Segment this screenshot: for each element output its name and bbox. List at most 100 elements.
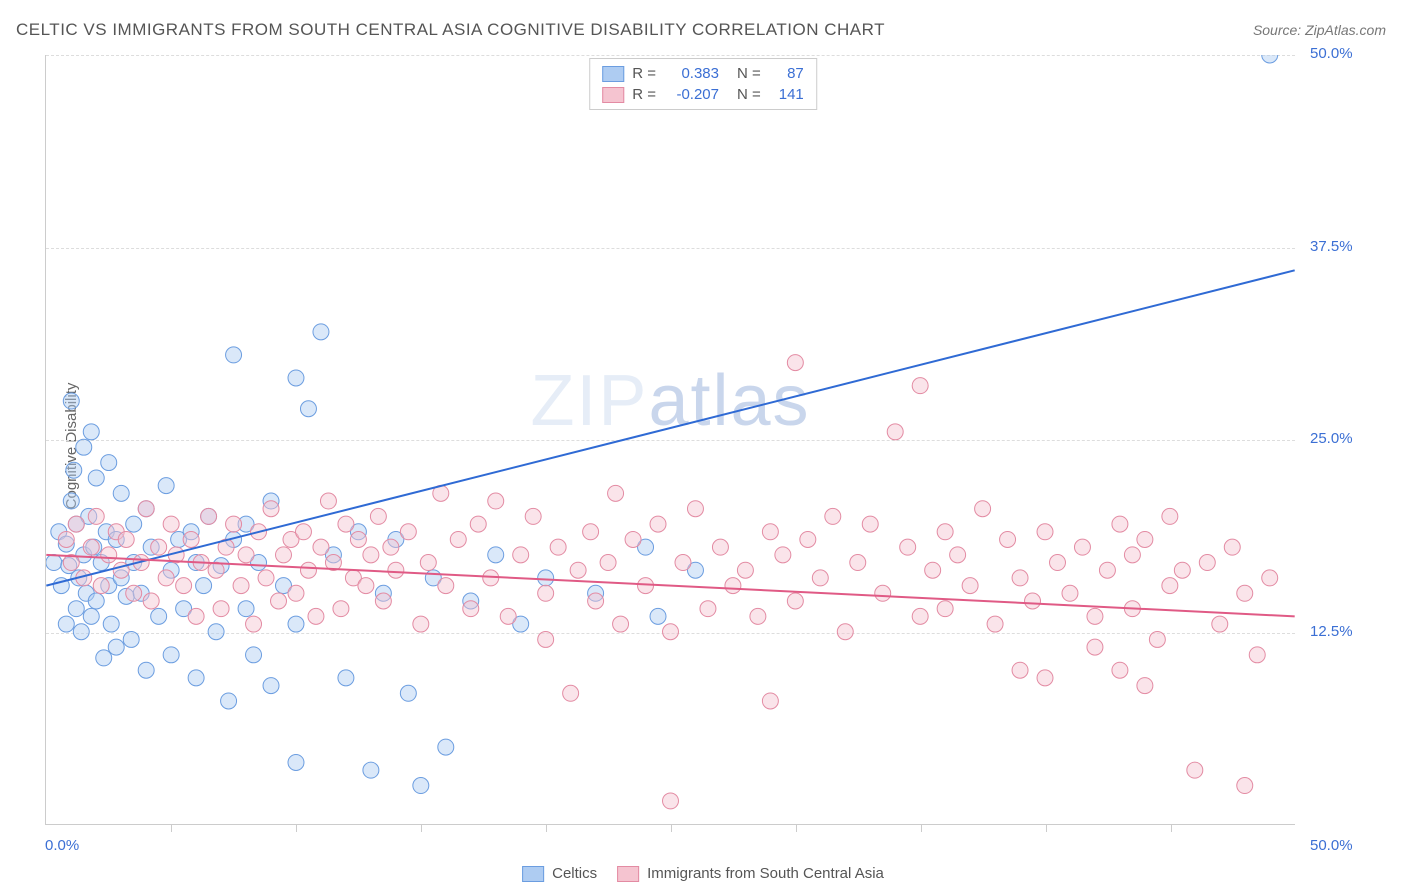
legend-n-value: 141 [769, 86, 804, 103]
data-point [937, 601, 953, 617]
data-point [875, 585, 891, 601]
xtick-mark [796, 824, 797, 832]
data-point [1262, 570, 1278, 586]
data-point [126, 516, 142, 532]
data-point [900, 539, 916, 555]
source-label: Source: ZipAtlas.com [1253, 22, 1386, 38]
xtick-mark [671, 824, 672, 832]
data-point [737, 562, 753, 578]
scatter-plot-svg [46, 55, 1295, 824]
data-point [438, 578, 454, 594]
data-point [1012, 662, 1028, 678]
legend-row: R = 0.383 N = 87 [602, 63, 804, 84]
data-point [126, 585, 142, 601]
data-point [363, 547, 379, 563]
chart-plot-area: ZIPatlas [45, 55, 1295, 825]
data-point [550, 539, 566, 555]
data-point [288, 754, 304, 770]
legend-n-value: 87 [769, 65, 804, 82]
data-point [912, 378, 928, 394]
data-point [675, 555, 691, 571]
data-point [383, 539, 399, 555]
data-point [1124, 547, 1140, 563]
data-point [1112, 516, 1128, 532]
data-point [246, 616, 262, 632]
data-point [183, 531, 199, 547]
data-point [987, 616, 1003, 632]
xtick-mark [296, 824, 297, 832]
data-point [300, 401, 316, 417]
data-point [608, 485, 624, 501]
data-point [313, 539, 329, 555]
data-point [1037, 670, 1053, 686]
legend-r-value: -0.207 [664, 86, 719, 103]
series-legend: Celtics Immigrants from South Central As… [522, 865, 884, 882]
data-point [123, 631, 139, 647]
data-point [73, 624, 89, 640]
data-point [1237, 778, 1253, 794]
data-point [775, 547, 791, 563]
data-point [288, 370, 304, 386]
data-point [1137, 678, 1153, 694]
data-point [538, 570, 554, 586]
xtick-mark [1046, 824, 1047, 832]
data-point [488, 493, 504, 509]
data-point [201, 508, 217, 524]
data-point [46, 555, 62, 571]
data-point [1162, 508, 1178, 524]
data-point [163, 516, 179, 532]
xtick-mark [171, 824, 172, 832]
data-point [83, 539, 99, 555]
data-point [1137, 531, 1153, 547]
data-point [470, 516, 486, 532]
data-point [613, 616, 629, 632]
data-point [1087, 608, 1103, 624]
data-point [1224, 539, 1240, 555]
data-point [196, 578, 212, 594]
data-point [88, 593, 104, 609]
data-point [176, 578, 192, 594]
legend-swatch [617, 866, 639, 882]
data-point [887, 424, 903, 440]
data-point [271, 593, 287, 609]
data-point [687, 501, 703, 517]
data-point [1025, 593, 1041, 609]
data-point [96, 650, 112, 666]
data-point [488, 547, 504, 563]
legend-n-label: N = [737, 86, 761, 103]
data-point [63, 393, 79, 409]
data-point [138, 501, 154, 517]
legend-series-name: Immigrants from South Central Asia [647, 865, 884, 882]
data-point [263, 678, 279, 694]
legend-swatch [522, 866, 544, 882]
data-point [226, 347, 242, 363]
data-point [238, 547, 254, 563]
data-point [363, 762, 379, 778]
data-point [925, 562, 941, 578]
data-point [333, 601, 349, 617]
chart-title: CELTIC VS IMMIGRANTS FROM SOUTH CENTRAL … [16, 20, 885, 40]
data-point [663, 793, 679, 809]
data-point [1187, 762, 1203, 778]
data-point [276, 547, 292, 563]
legend-r-value: 0.383 [664, 65, 719, 82]
data-point [213, 601, 229, 617]
data-point [1074, 539, 1090, 555]
data-point [1237, 585, 1253, 601]
data-point [1012, 570, 1028, 586]
data-point [975, 501, 991, 517]
data-point [208, 624, 224, 640]
ytick-label: 50.0% [1310, 45, 1353, 62]
data-point [762, 693, 778, 709]
data-point [258, 570, 274, 586]
data-point [513, 547, 529, 563]
data-point [295, 524, 311, 540]
data-point [1037, 524, 1053, 540]
data-point [750, 608, 766, 624]
data-point [158, 570, 174, 586]
data-point [68, 601, 84, 617]
xtick-mark [546, 824, 547, 832]
legend-swatch [602, 87, 624, 103]
data-point [338, 516, 354, 532]
data-point [862, 516, 878, 532]
